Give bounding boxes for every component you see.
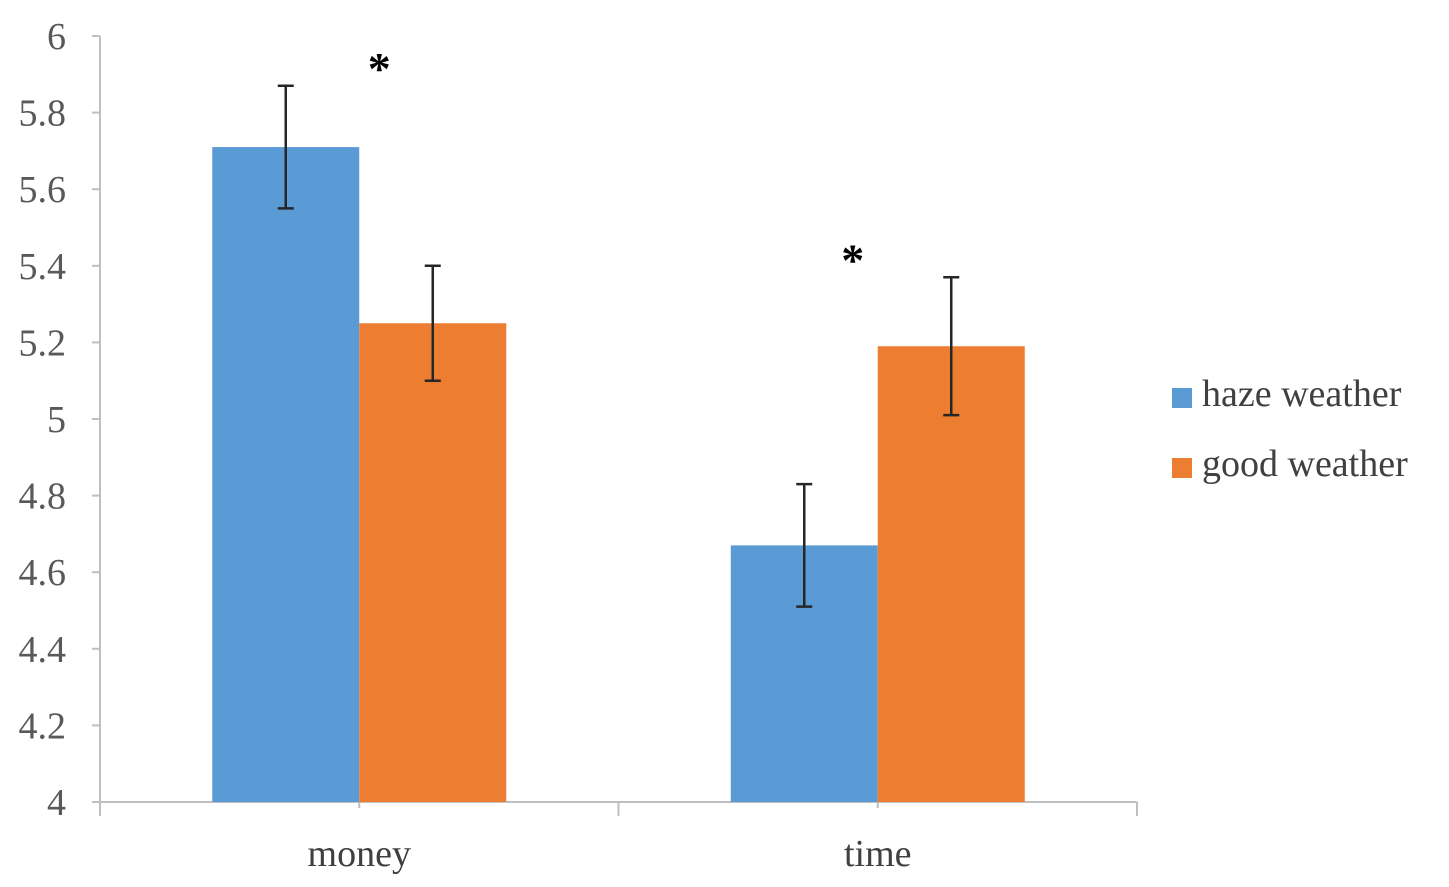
- bar-money-good-weather: [359, 323, 507, 802]
- y-tick-label: 4.8: [19, 476, 67, 518]
- y-tick-label: 4.4: [19, 629, 67, 671]
- legend-label: good weather: [1202, 443, 1408, 485]
- legend-label: haze weather: [1202, 373, 1402, 415]
- y-tick-label: 6: [47, 16, 66, 58]
- y-tick-label: 4.6: [19, 552, 67, 594]
- significance-marker: *: [368, 43, 391, 94]
- bar-time-good-weather: [877, 346, 1025, 802]
- annotations-group: **: [368, 43, 865, 286]
- legend: haze weather good weather: [1172, 373, 1408, 485]
- y-tick-label: 5: [47, 399, 66, 441]
- y-tick-label: 5.2: [19, 322, 67, 364]
- significance-marker: *: [841, 234, 864, 285]
- axes-group: 4 4.2 4.4 4.6 4.8 5 5.2 5.4 5.6 5.8 6 money time: [19, 16, 1138, 875]
- y-tick-label: 5.6: [19, 169, 67, 211]
- error-bars-group: [277, 84, 960, 608]
- y-tick-label: 5.8: [19, 93, 67, 135]
- y-tick-label: 4.2: [19, 705, 67, 747]
- x-category-label: money: [308, 833, 411, 875]
- legend-swatch: [1172, 388, 1192, 408]
- legend-swatch: [1172, 458, 1192, 478]
- y-tick-label: 4: [47, 782, 66, 824]
- y-tick-label: 5.4: [19, 246, 67, 288]
- bar-money-haze-weather: [212, 147, 360, 802]
- x-category-label: time: [844, 833, 912, 875]
- bars-group: [212, 147, 1025, 802]
